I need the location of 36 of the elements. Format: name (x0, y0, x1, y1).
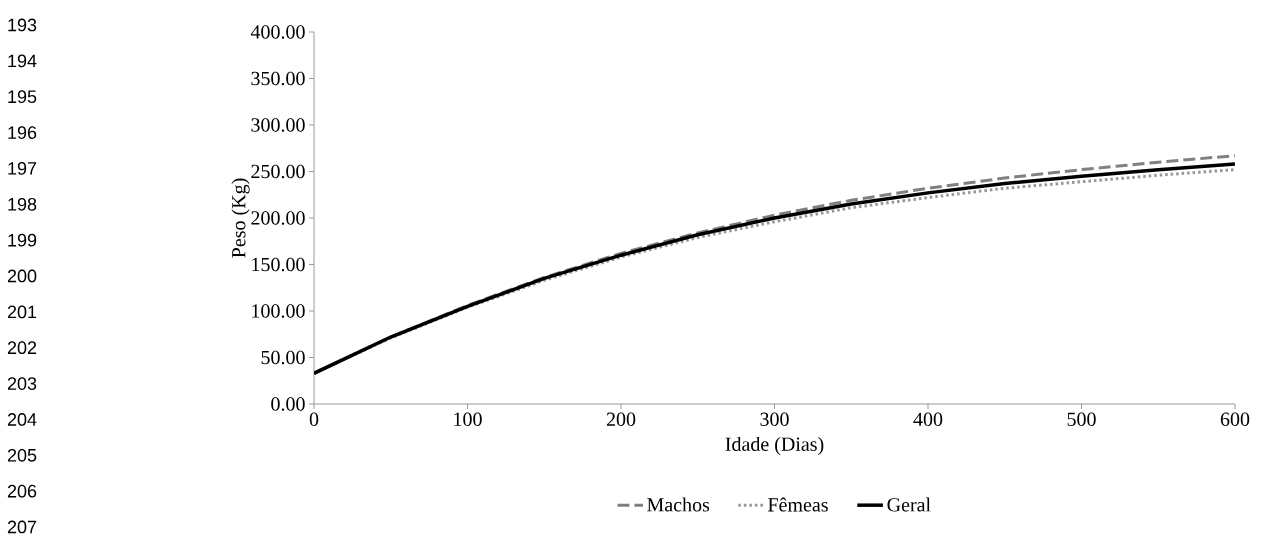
legend-label: Machos (647, 497, 710, 512)
text: 202 (7, 341, 37, 355)
x-tick-label: 400 (913, 412, 943, 427)
text: 196 (8, 126, 37, 139)
x-tick-label: 300 (760, 412, 789, 427)
y-axis-title: Peso (Kg) (231, 178, 250, 258)
text: 207 (7, 520, 37, 534)
y-tick-label: 300.00 (251, 118, 305, 132)
text: 203 (7, 377, 37, 390)
text: 204 (7, 413, 37, 426)
y-tick-label: 150.00 (252, 257, 305, 272)
x-tick-label: 600 (1220, 412, 1250, 427)
text: 197 (8, 162, 37, 175)
x-tick-label: 200 (606, 412, 636, 427)
y-tick-label: 250.00 (251, 164, 305, 179)
y-tick-label: 100.00 (252, 304, 305, 318)
legend-label: Fêmeas (768, 497, 828, 512)
y-tick-label: 50.00 (261, 350, 305, 365)
text: 195 (8, 90, 37, 104)
y-tick-label: 200.00 (251, 211, 305, 225)
text: 198 (8, 197, 37, 211)
text: 205 (7, 448, 37, 462)
y-tick-label: 400.00 (250, 25, 305, 39)
x-axis-title: Idade (Dias) (725, 436, 824, 456)
legend-label: Geral (887, 497, 931, 512)
x-tick-label: 500 (1067, 412, 1096, 427)
text: 200 (7, 269, 37, 283)
text: 199 (8, 233, 37, 247)
x-tick-label: 0 (309, 412, 319, 427)
text: 193 (8, 18, 37, 32)
y-tick-label: 0.00 (271, 397, 305, 411)
text: 201 (7, 305, 37, 319)
x-tick-label: 100 (454, 412, 482, 427)
text: 206 (7, 484, 37, 498)
text: 194 (8, 54, 37, 68)
y-tick-label: 350.00 (251, 71, 305, 86)
